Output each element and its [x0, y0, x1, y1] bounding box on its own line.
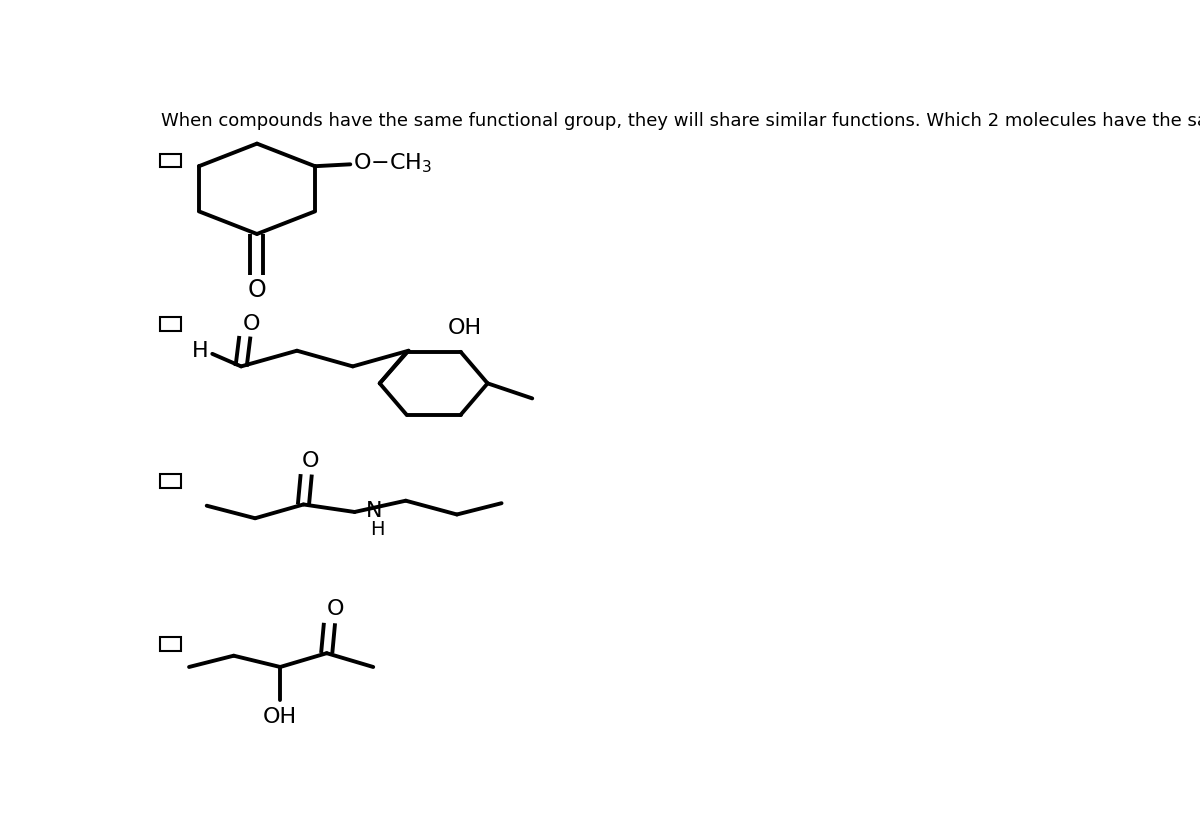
Text: O: O	[247, 279, 266, 302]
Text: O: O	[326, 599, 344, 619]
Text: O$-$CH$_3$: O$-$CH$_3$	[353, 152, 432, 175]
Text: N: N	[366, 500, 383, 521]
Text: O: O	[242, 314, 260, 333]
Text: H: H	[192, 341, 209, 361]
Text: OH: OH	[263, 707, 298, 726]
Text: H: H	[370, 520, 384, 539]
Text: OH: OH	[448, 318, 481, 338]
Text: When compounds have the same functional group, they will share similar functions: When compounds have the same functional …	[161, 112, 1200, 130]
Text: O: O	[302, 451, 319, 470]
